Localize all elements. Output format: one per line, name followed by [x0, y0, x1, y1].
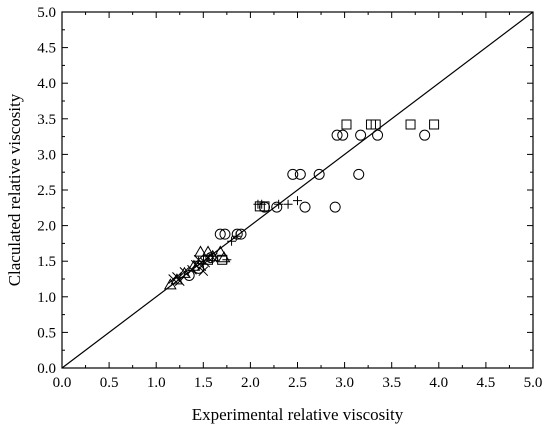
circle-marker	[313, 168, 325, 180]
x-tick-label: 0.5	[100, 375, 119, 391]
cross-marker	[207, 252, 218, 263]
y-tick-label: 3.5	[37, 112, 56, 128]
cross-marker	[174, 276, 185, 286]
x-tick-label: 4.0	[429, 375, 448, 391]
plus-marker	[257, 199, 267, 209]
circle-marker	[337, 129, 349, 141]
x-tick-label: 2.0	[241, 375, 260, 391]
square-marker	[429, 119, 440, 130]
circle-marker	[271, 201, 283, 213]
circle-marker	[355, 129, 367, 141]
plus-marker	[194, 256, 204, 266]
x-tick-label: 3.0	[335, 375, 354, 391]
y-tick-label: 4.5	[37, 41, 56, 57]
plot-frame	[61, 11, 534, 369]
x-tick-label: 2.5	[288, 375, 307, 391]
x-tick-label: 0.0	[53, 375, 72, 391]
cross-marker	[200, 257, 211, 268]
square-marker	[341, 119, 352, 130]
y-tick-label: 2.5	[37, 183, 56, 199]
x-tick-label: 3.5	[382, 375, 401, 391]
cross-marker	[203, 252, 213, 263]
x-tick-label: 4.5	[477, 375, 496, 391]
x-axis-title: Experimental relative viscosity	[192, 405, 404, 424]
plus-marker	[274, 199, 284, 209]
y-tick-label: 4.0	[37, 76, 56, 92]
triangle-marker	[213, 245, 227, 257]
circle-marker	[353, 168, 365, 180]
triangle-marker	[194, 245, 207, 257]
circle-marker	[231, 228, 243, 240]
plus-marker	[222, 255, 232, 265]
x-tick-label: 5.0	[524, 375, 543, 391]
cross-marker	[198, 266, 209, 277]
y-tick-label: 1.0	[37, 290, 56, 306]
y-tick-label: 0.0	[37, 361, 56, 377]
circle-marker	[372, 129, 384, 141]
circle-marker	[219, 228, 231, 240]
circle-marker	[205, 252, 217, 264]
y-tick-label: 2.0	[37, 219, 56, 235]
circle-marker	[287, 168, 299, 180]
cross-marker	[187, 264, 197, 275]
y-axis-title: Claculated relative viscosity	[5, 93, 24, 286]
square-marker	[370, 119, 381, 130]
y-tick-label: 3.0	[37, 147, 56, 163]
plus-marker	[231, 231, 241, 241]
circle-marker	[299, 201, 311, 213]
cross-marker	[193, 254, 204, 265]
cross-marker	[190, 259, 201, 270]
plus-marker	[227, 236, 237, 246]
reference-line-layer	[61, 11, 534, 369]
cross-marker	[172, 272, 182, 282]
circle-marker	[419, 129, 431, 141]
x-tick-label: 1.5	[194, 375, 213, 391]
x-tick-label: 1.0	[147, 375, 166, 391]
circle-marker	[329, 201, 341, 213]
circle-marker	[331, 129, 343, 141]
circle-marker	[259, 201, 271, 213]
square-marker	[405, 119, 416, 130]
y-tick-label: 5.0	[37, 5, 56, 21]
y-tick-label: 0.5	[37, 325, 56, 341]
circle-marker	[294, 168, 306, 180]
plus-marker	[283, 199, 293, 209]
triangle-marker	[178, 266, 191, 278]
plus-marker	[293, 196, 302, 206]
triangle-marker	[201, 245, 215, 257]
circle-marker	[214, 228, 226, 240]
reference-line	[61, 11, 534, 369]
ticks-layer: 0.0 0.5 1.0 1.5 2.0 2.5 3.0 3.5 4.0 4.5 5.0 0.0 0.5 1…	[37, 5, 542, 391]
data-points-layer	[163, 119, 440, 290]
y-tick-label: 1.5	[37, 254, 56, 270]
cross-marker	[179, 267, 190, 277]
